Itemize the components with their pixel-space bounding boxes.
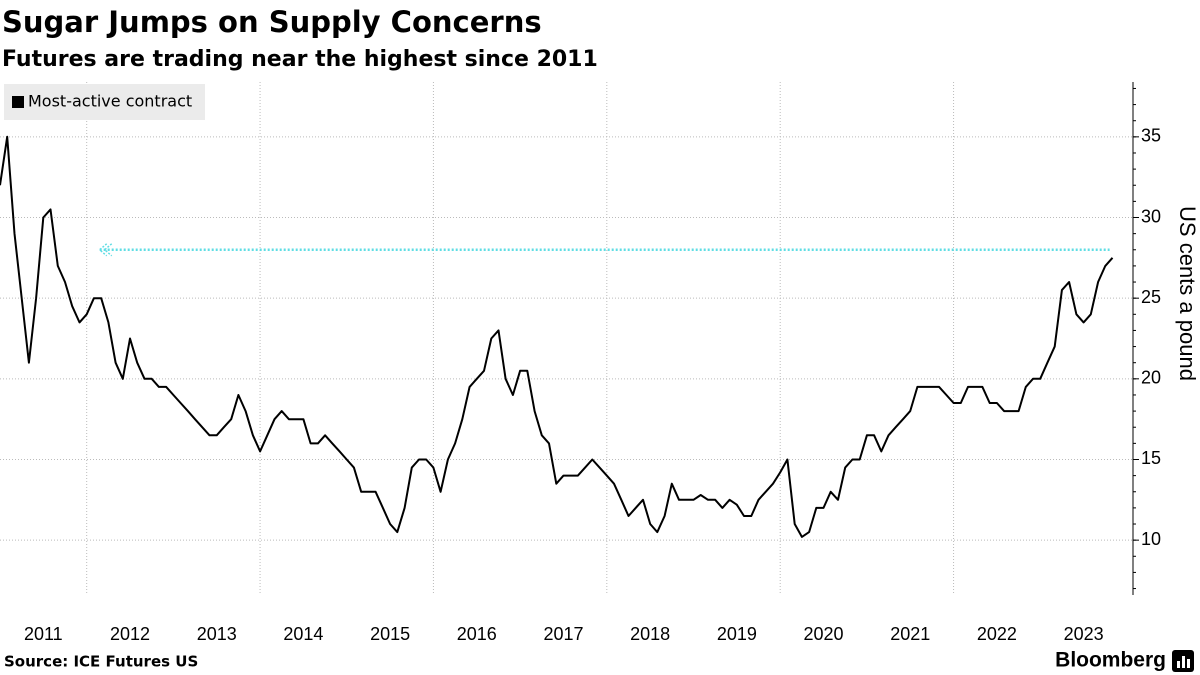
y-tick-label: 35: [1141, 126, 1161, 146]
legend-swatch: [12, 96, 24, 108]
source: Source: ICE Futures US: [4, 653, 198, 671]
x-tick-label: 2017: [543, 624, 583, 644]
x-tick-label: 2014: [283, 624, 323, 644]
x-tick-label: 2013: [197, 624, 237, 644]
x-tick-label: 2019: [717, 624, 757, 644]
y-tick-label: 20: [1141, 368, 1161, 388]
x-tick-label: 2021: [890, 624, 930, 644]
chart-subtitle: Futures are trading near the highest sin…: [2, 47, 598, 72]
chart-title: Sugar Jumps on Supply Concerns: [2, 5, 542, 39]
brand-icon-bar: [1182, 656, 1185, 668]
reference-arrow: [98, 243, 113, 257]
x-tick-label: 2015: [370, 624, 410, 644]
x-tick-label: 2018: [630, 624, 670, 644]
legend-box: [4, 84, 205, 120]
brand-icon-bar: [1187, 659, 1190, 668]
x-tick-label: 2022: [977, 624, 1017, 644]
brand-icon-bar: [1177, 661, 1180, 668]
price-line: [0, 135, 1114, 538]
legend: Most-active contract: [4, 84, 205, 120]
y-axis-label: US cents a pound: [1175, 206, 1200, 381]
x-tick-label: 2011: [24, 624, 63, 644]
x-tick-label: 2012: [110, 624, 150, 644]
y-tick-label: 25: [1141, 287, 1161, 307]
x-tick-label: 2023: [1064, 624, 1104, 644]
y-tick-label: 10: [1141, 529, 1161, 549]
y-tick-label: 30: [1141, 206, 1161, 226]
legend-label: Most-active contract: [28, 92, 192, 111]
y-tick-label: 15: [1141, 448, 1161, 468]
x-tick-label: 2020: [804, 624, 844, 644]
grid: [0, 82, 1139, 595]
x-tick-label: 2016: [457, 624, 497, 644]
brand: Bloomberg: [1055, 649, 1166, 672]
plot: [0, 135, 1114, 538]
